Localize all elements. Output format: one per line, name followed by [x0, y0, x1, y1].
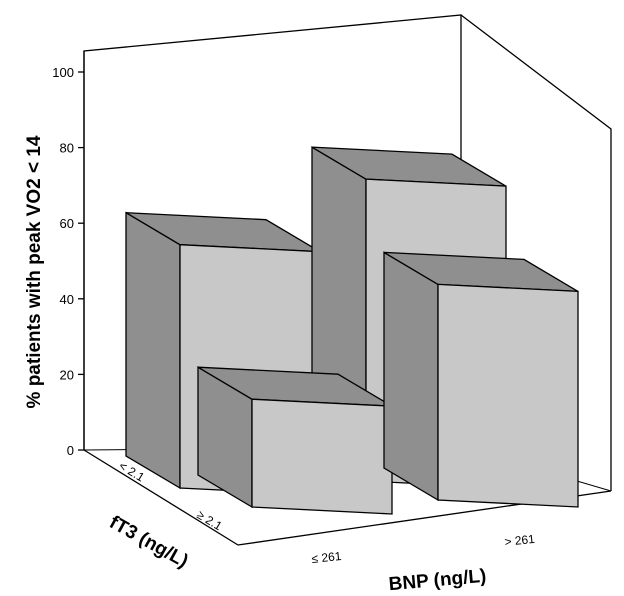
y-tick-label: 0 [67, 443, 74, 458]
bar-front-face [251, 398, 393, 515]
y-axis: 0 20 40 60 80 100 [52, 51, 85, 458]
y-tick-label: 20 [60, 367, 74, 382]
x-axis-title: BNP (ng/L) [388, 566, 487, 595]
y-tick-label: 60 [60, 216, 74, 231]
bar-side-face [383, 251, 439, 502]
right-wall-frame [460, 14, 612, 491]
bar [197, 366, 393, 515]
y-axis-title: % patients with peak VO2 < 14 [24, 135, 45, 408]
depth-category-label: ≥ 2.1 [194, 508, 224, 534]
y-tick-label: 100 [52, 65, 74, 80]
floor-frame [83, 449, 612, 546]
y-tick-label: 80 [60, 141, 74, 156]
x-category-label: ≤ 261 [311, 549, 343, 566]
bar-front-face [437, 283, 579, 508]
x-category-labels: ≤ 261 > 261 [311, 532, 536, 566]
bar-side-face [125, 211, 181, 490]
x-category-label: > 261 [504, 532, 536, 549]
bar [383, 251, 579, 508]
y-tick-label: 40 [60, 292, 74, 307]
bars [125, 146, 579, 515]
depth-axis-title: fT3 (ng/L) [106, 512, 192, 572]
